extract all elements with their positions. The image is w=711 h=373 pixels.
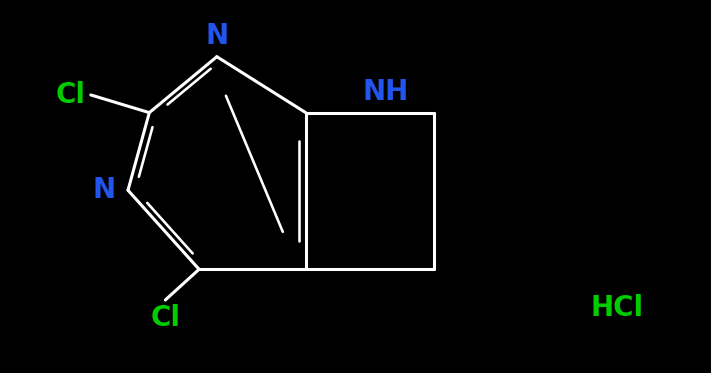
Text: N: N — [205, 22, 228, 50]
Text: Cl: Cl — [150, 304, 181, 332]
Text: N: N — [92, 176, 115, 204]
Text: HCl: HCl — [590, 294, 643, 322]
Text: Cl: Cl — [55, 81, 85, 109]
Text: NH: NH — [362, 78, 409, 106]
